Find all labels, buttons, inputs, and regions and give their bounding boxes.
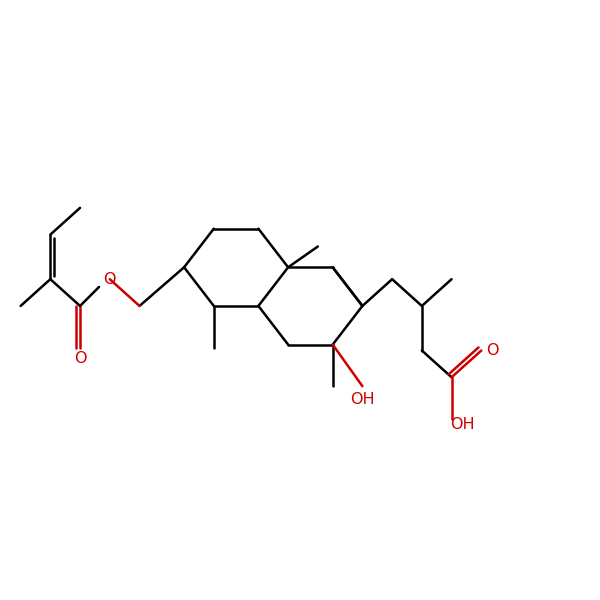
Text: O: O — [486, 343, 498, 358]
Text: OH: OH — [450, 418, 475, 433]
Text: O: O — [74, 351, 86, 366]
Text: OH: OH — [350, 392, 375, 407]
Text: O: O — [104, 272, 116, 287]
